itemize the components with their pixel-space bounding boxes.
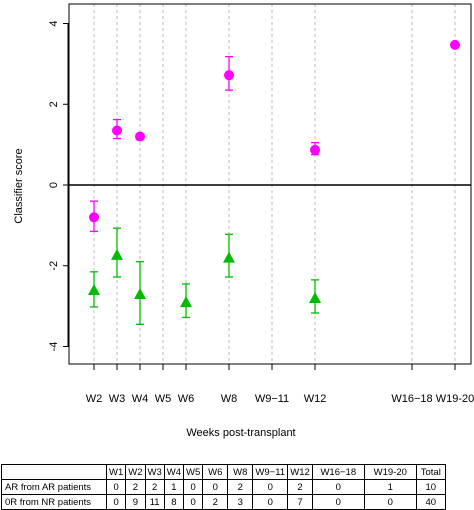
- table-cell: 1: [363, 479, 417, 495]
- data-point: [112, 125, 122, 136]
- data-point: [111, 248, 123, 260]
- table-row: AR from AR patients 0 2 2 1 0 0 2 0 2 0 1 10: [1, 479, 446, 495]
- table-cell: 2: [202, 494, 229, 510]
- data-series: [88, 39, 460, 325]
- table-header-cell: W1: [105, 464, 127, 480]
- table-header-cell: W16−18: [311, 464, 365, 480]
- table-cell: 0: [363, 494, 417, 510]
- table-header-cell: W2: [125, 464, 146, 480]
- data-point: [450, 39, 460, 50]
- y-tick-label: -2: [48, 261, 60, 271]
- x-tick-label: W3: [109, 393, 126, 405]
- table-cell: 0: [105, 494, 127, 510]
- data-point: [309, 292, 321, 304]
- table-cell: 2: [125, 479, 146, 495]
- x-tick-label: W2: [86, 393, 103, 405]
- x-tick-label: W16−18: [391, 393, 432, 405]
- circle-series: [89, 39, 460, 233]
- grid-lines: [93, 4, 456, 364]
- x-tick-label: W4: [132, 393, 149, 405]
- x-tick-label: W6: [178, 393, 195, 405]
- data-point: [223, 251, 235, 263]
- table-cell: 11: [144, 494, 165, 510]
- data-point: [134, 288, 146, 300]
- table-cell: 0: [311, 479, 365, 495]
- y-axis: -4 -2 0 2 4: [48, 20, 69, 351]
- data-point: [135, 131, 145, 142]
- table-cell: 0: [311, 494, 365, 510]
- table-cell: 8: [163, 494, 185, 510]
- data-point: [88, 283, 100, 295]
- data-point: [310, 144, 320, 155]
- table-cell: 0: [182, 479, 204, 495]
- table-header-cell: W4: [163, 464, 185, 480]
- data-point: [89, 212, 99, 223]
- x-tick-label: W5: [155, 393, 172, 405]
- table-corner-cell: [1, 464, 107, 480]
- table-header-cell: W12: [287, 464, 313, 480]
- x-tick-label: W9−11: [255, 393, 289, 405]
- data-point: [224, 70, 234, 81]
- x-tick-label: W12: [304, 393, 327, 405]
- table-cell: 1: [163, 479, 185, 495]
- table-cell: 2: [287, 479, 313, 495]
- table-header-cell: W19-20: [363, 464, 417, 480]
- table-header-cell: W9−11: [252, 464, 289, 480]
- table-cell: 0: [182, 494, 204, 510]
- table-header-cell: W6: [202, 464, 229, 480]
- table-cell: 2: [227, 479, 254, 495]
- y-tick-label: -4: [48, 342, 60, 352]
- plot-frame: [68, 3, 472, 365]
- table-header-row: W1 W2 W3 W4 W5 W6 W8 W9−11 W12 W16−18 W19-20 Total: [1, 464, 446, 480]
- x-tick-label: W8: [221, 393, 238, 405]
- triangle-series: [88, 227, 321, 325]
- x-axis: W2 W3 W4 W5 W6 W8 W9−11 W12 W16−18 W19-20: [86, 363, 474, 405]
- table-header-cell: Total: [415, 464, 446, 480]
- table-row-label: 0R from NR patients: [1, 494, 107, 510]
- table-cell: 7: [287, 494, 313, 510]
- y-tick-label: 2: [48, 101, 60, 107]
- table-header-cell: W8: [227, 464, 254, 480]
- y-tick-label: 0: [48, 182, 60, 188]
- patient-count-table: W1 W2 W3 W4 W5 W6 W8 W9−11 W12 W16−18 W19-20 Total …: [1, 464, 446, 510]
- table-cell: 0: [252, 479, 289, 495]
- table-cell: 9: [125, 494, 146, 510]
- table-cell: 0: [105, 479, 127, 495]
- x-axis-label: Weeks post-transplant: [186, 427, 295, 439]
- table-cell: 10: [415, 479, 446, 495]
- chart: -4 -2 0 2 4 W2 W3 W4 W5 W6 W8 W9−11 W12 W16−18 W19-20…: [13, 3, 474, 439]
- table-cell: 2: [144, 479, 165, 495]
- table-row-label: AR from AR patients: [1, 479, 107, 495]
- table-cell: 40: [415, 494, 446, 510]
- y-axis-label: Classifier score: [13, 148, 25, 223]
- table-row: 0R from NR patients 0 9 11 8 0 2 3 0 7 0 0 40: [1, 494, 446, 510]
- table-cell: 0: [202, 479, 229, 495]
- x-tick-label: W19-20: [436, 393, 474, 405]
- data-point: [180, 296, 192, 308]
- table-header-cell: W3: [144, 464, 165, 480]
- table-cell: 0: [252, 494, 289, 510]
- table-header-cell: W5: [182, 464, 204, 480]
- y-tick-label: 4: [48, 20, 60, 26]
- table-cell: 3: [227, 494, 254, 510]
